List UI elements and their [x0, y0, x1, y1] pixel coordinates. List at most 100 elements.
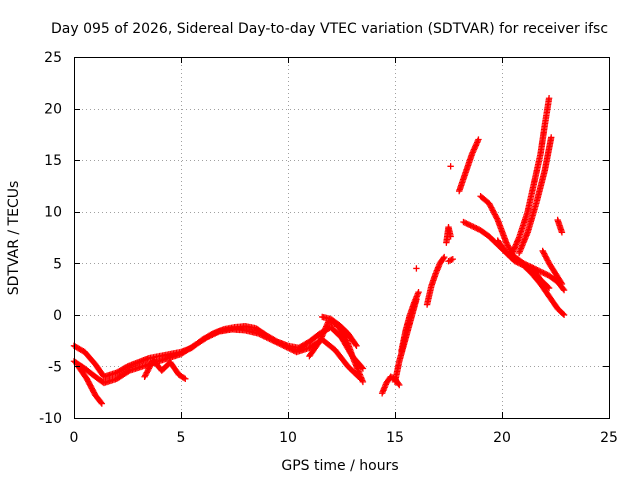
data-point — [264, 335, 272, 342]
data-point — [511, 258, 519, 265]
data-track — [413, 265, 420, 272]
data-point — [207, 332, 215, 339]
data-point — [534, 266, 541, 274]
data-point — [259, 332, 266, 339]
data-point — [447, 163, 454, 170]
x-tick-label: 25 — [600, 430, 618, 446]
data-point — [277, 341, 285, 348]
data-track — [539, 247, 566, 288]
data-point — [395, 380, 402, 387]
data-point — [267, 336, 275, 343]
data-point — [97, 399, 105, 406]
data-point — [440, 255, 447, 262]
data-point — [98, 400, 106, 407]
data-point — [260, 332, 267, 340]
y-tick-label: 5 — [53, 256, 62, 272]
x-tick-labels: 0 5 10 15 20 25 — [70, 430, 618, 446]
data-point — [447, 233, 454, 240]
data-track — [554, 216, 566, 236]
data-point — [180, 374, 188, 382]
y-tick-label: 25 — [44, 50, 62, 66]
data-point — [471, 224, 479, 231]
data-point — [464, 220, 471, 228]
data-point — [359, 365, 367, 372]
data-point — [545, 95, 553, 102]
data-track — [75, 363, 106, 407]
data-point — [449, 255, 456, 263]
data-point — [530, 264, 537, 272]
data-point — [213, 329, 220, 336]
data-point — [515, 260, 523, 267]
y-tick-label: 20 — [44, 102, 62, 118]
data-track — [423, 253, 448, 308]
data-track — [445, 255, 456, 265]
data-point — [396, 381, 403, 389]
data-point — [269, 337, 276, 344]
data-track — [319, 313, 360, 349]
x-tick-label: 0 — [70, 430, 79, 446]
data-point — [284, 344, 292, 352]
data-point — [538, 269, 546, 276]
data-point — [474, 225, 481, 233]
data-track — [398, 288, 422, 355]
y-tick-label: -10 — [39, 411, 62, 427]
plot-area — [70, 95, 568, 407]
data-point — [273, 339, 280, 346]
data-point — [204, 333, 212, 341]
data-point — [203, 334, 210, 341]
chart-title: Day 095 of 2026, Sidereal Day-to-day VTE… — [51, 21, 608, 37]
data-point — [531, 265, 539, 272]
data-point — [270, 337, 277, 345]
data-point — [543, 271, 550, 278]
data-point — [210, 330, 218, 338]
data-point — [387, 373, 394, 380]
data-point — [283, 343, 290, 351]
y-axis-label: SDTVAR / TECUs — [6, 181, 22, 296]
data-point — [286, 345, 293, 352]
data-point — [359, 378, 367, 386]
data-point — [214, 328, 222, 336]
data-track — [447, 163, 454, 170]
data-track — [515, 134, 555, 257]
data-point — [276, 340, 283, 347]
data-point — [533, 266, 540, 273]
data-point — [475, 136, 482, 143]
data-track — [507, 95, 553, 261]
data-track — [494, 237, 568, 319]
data-point — [287, 346, 295, 353]
data-point — [559, 285, 567, 293]
data-point — [209, 331, 216, 338]
x-tick-label: 5 — [177, 430, 186, 446]
data-point — [290, 347, 297, 354]
x-tick-label: 15 — [386, 430, 404, 446]
data-point — [468, 222, 476, 230]
data-point — [560, 311, 568, 319]
data-point — [446, 257, 454, 264]
y-tick-labels: -10 -5 0 5 10 15 20 25 — [39, 50, 62, 427]
data-point — [212, 330, 219, 337]
axis-ticks — [74, 57, 610, 419]
data-point — [473, 225, 480, 232]
data-point — [537, 268, 544, 275]
data-point — [353, 342, 360, 349]
data-point — [266, 335, 273, 343]
data-point — [460, 218, 467, 226]
data-point — [445, 258, 452, 265]
data-point — [517, 260, 524, 268]
series-sdtvar — [70, 95, 568, 407]
data-point — [352, 341, 359, 348]
x-tick-label: 20 — [493, 430, 511, 446]
data-point — [263, 334, 270, 341]
data-point — [470, 223, 477, 231]
data-point — [415, 288, 422, 296]
data-point — [541, 270, 548, 277]
data-point — [493, 215, 501, 222]
data-point — [448, 256, 455, 264]
data-point — [514, 259, 521, 266]
data-point — [467, 222, 474, 229]
y-tick-label: 10 — [44, 205, 62, 221]
y-tick-label: 0 — [53, 308, 62, 324]
data-point — [256, 330, 263, 338]
data-point — [280, 342, 287, 349]
